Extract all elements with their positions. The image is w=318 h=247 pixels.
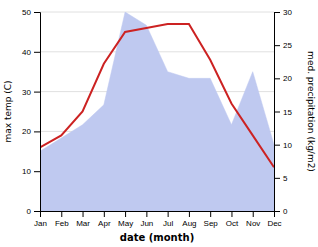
tick-label: 5 xyxy=(283,174,288,183)
grid xyxy=(40,12,274,211)
tick: 5 xyxy=(274,174,288,183)
tick-label: Mar xyxy=(76,219,90,228)
tick-mark xyxy=(274,211,280,212)
tick-mark xyxy=(274,112,280,113)
tick-label: Sep xyxy=(204,219,219,228)
tick: 50 xyxy=(22,8,40,17)
tick: Oct xyxy=(226,211,239,228)
tick-label: 0 xyxy=(283,207,288,216)
tick: 25 xyxy=(274,41,292,50)
tick-mark xyxy=(189,211,190,217)
tick: Mar xyxy=(76,211,90,228)
tick: Jun xyxy=(140,211,153,228)
tick-label: 15 xyxy=(283,108,292,117)
tick-mark xyxy=(61,211,62,217)
tick: 0 xyxy=(27,207,40,216)
x-axis: Jan Feb Mar Apr May Jun Jul Aug Sep Oct Nov Dec xyxy=(34,211,282,228)
tick-label: 40 xyxy=(22,48,31,57)
tick-mark xyxy=(231,211,232,217)
line xyxy=(40,24,274,167)
x-axis-title: date (month) xyxy=(120,232,194,243)
tick: Jan xyxy=(34,211,47,228)
tick-label: 30 xyxy=(22,88,31,97)
tick: Feb xyxy=(55,211,69,228)
y2-axis: 0 5 10 15 20 25 30 xyxy=(274,8,292,216)
tick: Jul xyxy=(163,211,173,228)
tick-label: Oct xyxy=(226,219,239,228)
tick: 0 xyxy=(274,207,288,216)
tick: 30 xyxy=(274,8,292,17)
tick-mark xyxy=(274,78,280,79)
tick-label: Jul xyxy=(163,219,173,228)
tick-mark xyxy=(34,131,40,132)
tick: 20 xyxy=(274,74,292,83)
tick-mark xyxy=(168,211,169,217)
tick-label: Nov xyxy=(246,219,260,228)
tick-label: Feb xyxy=(55,219,69,228)
tick-label: Jun xyxy=(140,219,153,228)
tick-label: Apr xyxy=(98,219,111,228)
grid-line xyxy=(40,12,274,13)
area xyxy=(40,12,274,211)
tick: 10 xyxy=(274,141,292,150)
tick-label: Jan xyxy=(34,219,47,228)
tick-mark xyxy=(146,211,147,217)
tick-mark xyxy=(274,12,280,13)
y2-axis-title: med. precipitation (kg/m2) xyxy=(306,51,316,172)
tick: May xyxy=(118,211,133,228)
tick-mark xyxy=(210,211,211,217)
tick: 40 xyxy=(22,48,40,57)
chart: JanFebMarAprMayJunJulAugSepOctNovDec0102… xyxy=(0,0,318,247)
marks xyxy=(40,12,274,211)
tick-mark xyxy=(274,45,280,46)
tick-mark xyxy=(34,92,40,93)
tick-label: 0 xyxy=(27,207,32,216)
tick-label: 25 xyxy=(283,41,292,50)
tick-mark xyxy=(34,12,40,13)
tick-label: Aug xyxy=(182,219,196,228)
axis-line xyxy=(275,13,281,212)
tick: 20 xyxy=(22,127,40,136)
tick: Dec xyxy=(267,211,281,228)
tick: Apr xyxy=(98,211,111,228)
tick-mark xyxy=(125,211,126,217)
tick: Sep xyxy=(204,211,219,228)
tick-mark xyxy=(34,52,40,53)
tick-mark xyxy=(83,211,84,217)
tick-label: 10 xyxy=(283,141,292,150)
tick: 30 xyxy=(22,88,40,97)
tick-label: May xyxy=(118,219,133,228)
plot: JanFebMarAprMayJunJulAugSepOctNovDec0102… xyxy=(22,8,292,228)
y-axis: 0 10 20 30 40 50 xyxy=(22,8,40,216)
tick-label: 20 xyxy=(283,74,292,83)
tick: 10 xyxy=(22,167,40,176)
tick-label: 50 xyxy=(22,8,31,17)
tick-mark xyxy=(274,145,280,146)
y-axis-title: max temp (C) xyxy=(3,80,13,142)
axis-line xyxy=(34,13,41,212)
tick-label: 30 xyxy=(283,8,292,17)
tick-mark xyxy=(34,171,40,172)
tick-mark xyxy=(274,178,280,179)
tick-label: 10 xyxy=(22,167,31,176)
axis-line xyxy=(41,212,275,218)
tick-mark xyxy=(104,211,105,217)
tick-label: 20 xyxy=(22,127,31,136)
tick: Aug xyxy=(182,211,196,228)
tick-mark xyxy=(253,211,254,217)
tick: 15 xyxy=(274,108,292,117)
tick-mark xyxy=(34,211,40,212)
tick-label: Dec xyxy=(267,219,281,228)
tick: Nov xyxy=(246,211,260,228)
